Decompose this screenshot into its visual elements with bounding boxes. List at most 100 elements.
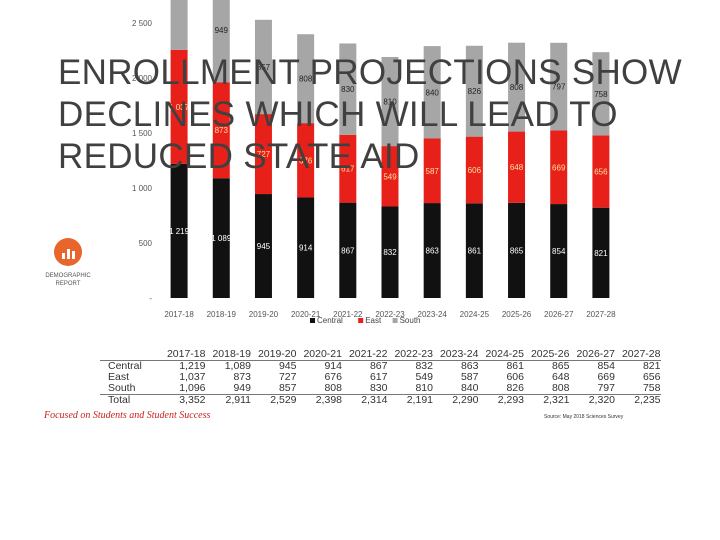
table-cell: 2,293 [478,394,524,406]
bar-central [381,206,399,298]
legend-swatch-central [310,318,315,323]
bar-central [254,194,272,298]
bar-south [381,56,399,147]
x-tick-label: 2027-28 [586,310,616,319]
data-label: 549 [383,172,397,181]
table-cell: 2,911 [205,394,251,406]
table-header-cell: 2019-20 [251,349,297,361]
table-cell: 945 [278,360,297,372]
table-header-cell: 2021-22 [342,349,388,361]
bar-south [592,52,610,136]
bar-east [550,130,568,205]
x-tick-label: 2024-25 [460,310,490,319]
table-cell: 1,037 [179,371,206,383]
table-cell: 1,219 [179,360,206,372]
table-cell: 873 [233,371,251,383]
bar-east [423,138,441,204]
bar-south [339,43,357,135]
x-tick-label: 2020-21 [291,310,321,319]
data-label: 676 [299,156,313,165]
bar-central [339,202,357,298]
table-cell: 758 [642,382,661,394]
table-cell: 840 [460,382,479,394]
bar-central [423,203,441,298]
table-cell: 2,290 [433,394,479,406]
table-cell: 727 [278,371,297,383]
table-cell: 656 [642,371,661,383]
table-cell: 587 [460,371,479,383]
legend-label: East [365,316,382,325]
bar-central [550,204,568,298]
x-tick-label: 2021-22 [333,310,363,319]
legend-label: South [400,316,421,325]
table-row: South 1,096 949 857 808 830 810 840 826 … [100,383,661,395]
data-label: 867 [341,246,355,255]
bar-central [297,197,315,298]
y-tick-label: 500 [139,239,153,248]
data-label: 669 [552,163,566,172]
data-label: 873 [215,126,229,135]
data-label: 854 [552,247,566,256]
footer-source: Source: May 2018 Sciences Survey [544,414,624,420]
bar-south [465,45,483,137]
table-cell: 1,089 [224,360,251,372]
table-cell: 797 [597,382,615,394]
table-cell: 808 [551,382,570,394]
table-header-cell: 2026-27 [569,349,615,361]
table-header-cell: 2024-25 [478,349,524,361]
bar-east [381,146,399,207]
legend-swatch-south [392,318,398,323]
table-cell: 830 [369,382,388,394]
table-header-row: 2017-18 2018-19 2019-20 2020-21 2021-22 … [100,349,661,361]
bar-east [592,135,610,208]
bar-south [423,46,441,139]
bar-central [592,207,610,298]
table-cell: 949 [233,382,251,394]
bar-east [212,82,230,179]
footer-tagline: Focused on Students and Student Success [44,410,211,421]
table-cell: 861 [506,360,524,372]
bar-east [297,123,315,198]
bar-central [465,203,483,298]
data-label: 914 [299,244,313,253]
bar-east [339,134,357,203]
data-label: 830 [341,85,355,94]
bar-east [170,49,188,164]
table-cell: 821 [642,360,661,372]
y-tick-label: - [149,294,152,303]
row-label: Total [100,394,160,406]
x-tick-label: 2017-18 [164,310,194,319]
bar-south [212,0,230,83]
table-cell: 3,352 [160,394,206,406]
slide-title: ENROLLMENT PROJECTIONS SHOW DECLINES WHI… [58,52,698,178]
data-label: 617 [341,165,355,174]
enrollment-table: 2017-18 2018-19 2019-20 2020-21 2021-22 … [100,349,661,406]
data-label: 865 [510,246,524,255]
data-label: 840 [426,88,440,97]
y-tick-label: 1 000 [132,184,153,193]
data-label: 832 [383,248,397,257]
table-row: East 1,037 873 727 676 617 549 587 606 6… [100,372,661,383]
table-cell: 857 [278,382,297,394]
table-header-cell: 2022-23 [387,349,433,361]
title-line: DECLINES WHICH WILL LEAD TO [58,95,618,134]
x-tick-label: 2026-27 [544,310,574,319]
table-cell: 648 [551,371,570,383]
table-cell: 2,529 [251,394,297,406]
table-cell: 2,314 [342,394,388,406]
table-cell: 854 [597,360,615,372]
x-tick-label: 2025-26 [502,310,532,319]
title-line: REDUCED STATE AID [58,137,420,176]
data-label: 810 [383,98,397,107]
data-label: 1 037 [169,103,190,112]
bar-east [254,114,272,195]
row-label: South [108,382,136,394]
table-cell: 617 [369,371,388,383]
brand-logo: DEMOGRAPHIC REPORT [42,238,94,288]
table-cell: 669 [597,371,615,383]
bar-east [508,131,526,203]
data-label: 808 [299,75,313,84]
table-header-cell: 2025-26 [524,349,570,361]
bar-south [508,42,526,132]
